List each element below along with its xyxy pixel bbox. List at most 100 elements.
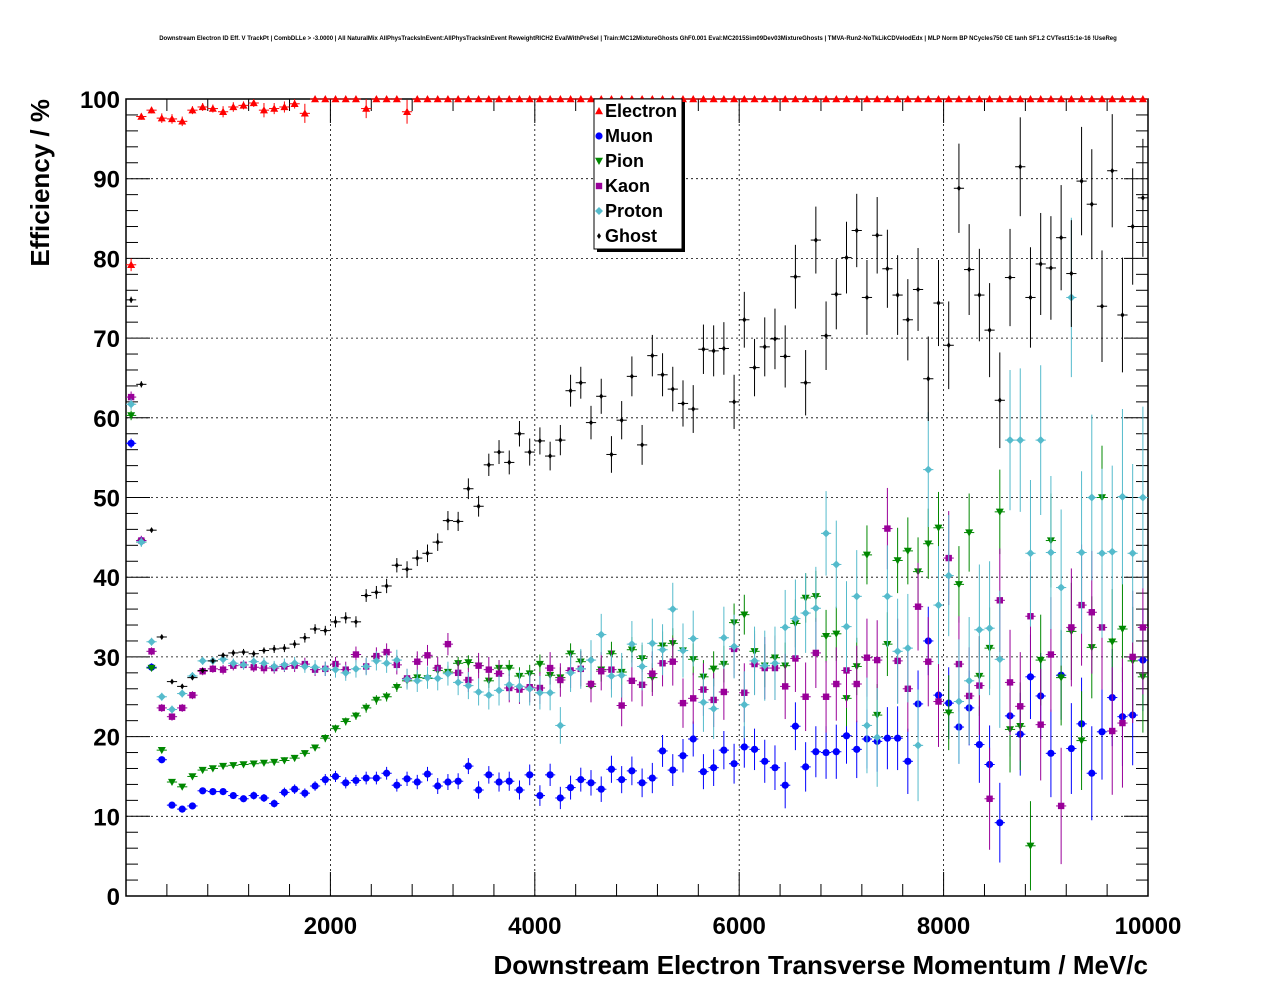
data-point: [885, 265, 890, 272]
data-point: [883, 734, 891, 742]
data-point: [280, 660, 289, 669]
data-point: [484, 691, 493, 700]
data-point: [862, 721, 871, 730]
data-point: [801, 95, 810, 103]
data-point: [475, 662, 482, 669]
data-point: [300, 750, 309, 758]
data-point: [353, 618, 358, 625]
data-point: [568, 387, 573, 394]
data-point: [1026, 549, 1035, 558]
data-point: [944, 709, 953, 717]
data-point: [1098, 728, 1106, 736]
data-point: [290, 659, 299, 668]
data-point: [578, 379, 583, 386]
data-point: [577, 776, 585, 784]
data-point: [936, 300, 941, 307]
data-point: [414, 658, 421, 665]
data-point: [781, 683, 789, 690]
legend-label: Proton: [605, 201, 663, 221]
data-point: [770, 659, 779, 668]
data-point: [609, 451, 614, 458]
data-point: [456, 518, 461, 525]
data-point: [926, 375, 931, 382]
data-point: [129, 296, 134, 303]
grid-lines: [126, 99, 1148, 896]
data-point: [476, 503, 481, 510]
legend-marker: [595, 182, 603, 190]
data-point: [167, 778, 176, 787]
data-point: [527, 449, 532, 456]
data-point: [987, 327, 992, 334]
data-point: [219, 655, 228, 664]
data-point: [1026, 95, 1035, 103]
data-point: [219, 762, 228, 771]
data-point: [854, 227, 859, 234]
data-point: [127, 393, 135, 401]
data-point: [239, 795, 248, 803]
data-point: [149, 527, 154, 534]
data-point: [740, 611, 749, 619]
data-point: [834, 291, 839, 298]
legend-label: Electron: [605, 101, 677, 121]
data-point: [525, 684, 534, 693]
data-point: [954, 697, 963, 706]
data-point: [690, 695, 697, 702]
data-point: [1026, 842, 1035, 850]
data-point: [382, 693, 391, 701]
data-point: [648, 774, 656, 782]
data-point: [282, 645, 287, 652]
data-point: [148, 648, 155, 655]
data-point: [474, 687, 483, 696]
data-point: [650, 352, 655, 359]
data-point: [209, 665, 217, 673]
data-point: [199, 787, 207, 795]
data-point: [1057, 95, 1066, 103]
data-point: [188, 802, 197, 810]
y-tick-label: 100: [80, 87, 120, 114]
data-point: [364, 592, 369, 599]
data-point: [791, 722, 800, 730]
data-point: [1138, 493, 1147, 502]
data-point: [179, 704, 186, 712]
data-point: [771, 764, 779, 772]
data-point: [302, 634, 307, 641]
data-point: [424, 652, 431, 659]
data-point: [914, 95, 923, 103]
data-point: [832, 630, 841, 638]
data-point: [781, 623, 790, 632]
data-point: [1036, 95, 1045, 103]
y-tick-label: 70: [93, 326, 120, 353]
data-point: [474, 95, 483, 103]
data-point: [761, 757, 769, 765]
legend-marker: [595, 132, 603, 140]
data-point: [975, 740, 983, 749]
data-point: [852, 592, 861, 601]
data-point: [1047, 651, 1055, 658]
data-point: [546, 688, 555, 697]
data-point: [433, 95, 442, 103]
data-point: [783, 353, 788, 360]
data-point: [178, 783, 187, 791]
data-point: [362, 104, 371, 112]
data-point: [413, 778, 421, 786]
data-point: [1057, 583, 1066, 592]
data-point: [127, 439, 135, 447]
data-point: [190, 674, 195, 681]
data-point: [689, 735, 697, 743]
data-point: [1026, 673, 1035, 681]
data-point: [1108, 638, 1117, 646]
data-point: [658, 645, 667, 654]
data-point: [229, 791, 237, 800]
data-point: [272, 645, 277, 652]
data-point: [1067, 744, 1075, 753]
data-point: [638, 779, 646, 787]
data-point: [147, 106, 156, 114]
data-point: [198, 102, 207, 111]
data-point: [710, 764, 718, 772]
data-point: [188, 106, 197, 114]
data-point: [435, 539, 440, 546]
series-ghost: [126, 114, 1148, 690]
data-point: [259, 106, 268, 114]
data-point: [1008, 274, 1013, 281]
data-point: [699, 768, 708, 776]
